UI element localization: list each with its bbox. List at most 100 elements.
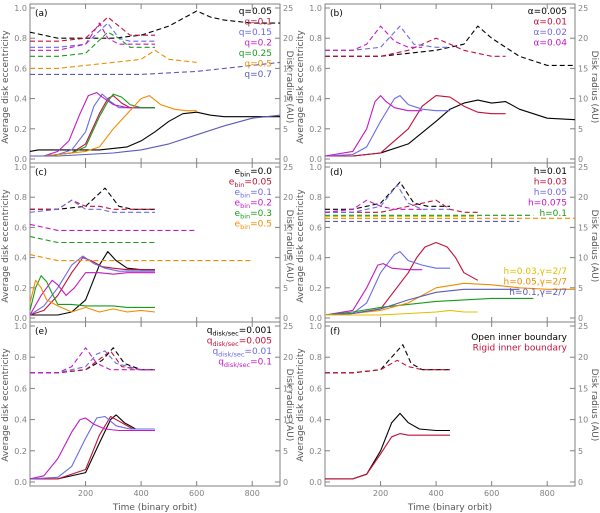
legend-entry: Rigid inner boundary [473,344,568,354]
y-tick-label: 0.4 [14,254,27,263]
series-line [30,22,155,51]
series-line [324,251,450,316]
x-tick-label: 200 [78,489,93,498]
plot-frame [324,321,576,487]
x-tick-label: 200 [373,489,388,498]
y-tick-label: 0.0 [14,314,27,323]
series-line [29,235,155,244]
y-tick-label: 1.0 [14,4,27,13]
y2-tick-label: 5 [283,284,288,293]
y2-tick-label: 15 [283,384,293,393]
y-tick-label: 0.8 [309,34,322,43]
y-tick-label: 0.6 [14,223,27,232]
y2-tick-label: 10 [283,254,293,263]
y2-tick-label: 10 [283,95,293,104]
y2-tick-label: 20 [283,193,293,202]
panel-4: 0.0 0.2 0.4 0.6 0.8 1.0 0 5 10 15 20 25 200 400 600 800… [14,321,293,498]
y-tick-label: 0.8 [309,193,322,202]
legend-entry: q=0.15 [239,28,272,38]
y2-tick-label: 20 [578,193,588,202]
series-line [29,255,155,316]
x-axis-label: Time (binary orbit) [112,503,197,513]
panel-label: (e) [35,327,48,337]
y2-tick-label: 5 [578,447,583,456]
legend-entry: ebin=0.0 [235,167,273,179]
legend-entry: q=0.05 [239,7,272,17]
legend-entry: qdisk/sec=0.01 [212,347,272,359]
y2-tick-label: 5 [578,284,583,293]
y-tick-label: 1.0 [14,322,27,331]
y-tick-label: 0.2 [14,447,27,456]
series-line [29,257,155,316]
y2-tick-label: 15 [578,223,588,232]
panel-label: (c) [35,168,47,178]
series-line [324,95,450,157]
series-line [325,99,576,157]
y-tick-label: 0.8 [14,193,27,202]
y-tick-label: 0.8 [309,353,322,362]
legend-entry: qdisk/sec=0.005 [207,337,272,349]
legend-entry: ebin=0.5 [235,220,272,232]
y2-tick-label: 5 [283,447,288,456]
series-line [29,415,155,480]
x-axis-label: Time (binary orbit) [407,503,492,513]
series-line [29,254,253,262]
legend-entry: α=0.01 [533,18,567,28]
y-tick-label: 0.2 [309,447,322,456]
y-tick-label: 0.0 [14,155,27,164]
series-line [29,272,155,316]
series-line [30,49,197,69]
y-tick-label: 0.0 [309,314,322,323]
y-tick-label: 0.6 [14,64,27,73]
y-tick-label: 0.6 [309,384,322,393]
right-ylabel: Disk radius (AU) [589,369,599,442]
y-tick-label: 0.6 [309,64,322,73]
series-line [30,114,281,157]
y-tick-label: 1.0 [14,163,27,172]
legend-entry: q=0.2 [244,39,272,49]
legend-entry: ebin=0.1 [235,188,272,200]
y2-tick-label: 0 [283,155,288,164]
y-tick-label: 0.8 [14,34,27,43]
y2-tick-label: 0 [578,478,583,487]
series-line [30,22,155,48]
y2-tick-label: 0 [578,155,583,164]
series-line [30,95,197,157]
panel-label: (f) [330,327,340,337]
left-ylabel: Average disk eccentricity [296,189,306,303]
legend-entry: h=0.1 [539,209,567,219]
series-line [29,223,197,231]
legend-entry: α=0.04 [533,39,567,49]
series-line [30,350,155,374]
legend-entry: h=0.03 [534,178,567,188]
series-line [29,199,155,213]
panel-5: 0.0 0.2 0.4 0.6 0.8 1.0 0 5 10 15 20 25 200 400 600 800… [309,321,588,498]
right-ylabel: Disk radius (AU) [284,369,294,442]
y-tick-label: 0.2 [309,125,322,134]
series-line [324,282,575,316]
y2-tick-label: 20 [283,34,293,43]
series-line [324,263,423,316]
legend-entry: ebin=0.2 [235,199,272,211]
right-ylabel: Disk radius (AU) [284,51,294,124]
legend-entry: h=0.05 [534,188,567,198]
legend-entry: q=0.5 [244,60,272,70]
legend-entry: α=0.02 [533,28,567,38]
series-line [325,181,450,210]
y-tick-label: 0.2 [14,125,27,134]
series-line [30,347,155,374]
y2-tick-label: 25 [283,4,293,13]
legend-entry: ebin=0.05 [229,178,272,190]
series-line [325,25,575,66]
x-tick-label: 800 [245,489,260,498]
y-tick-label: 1.0 [309,4,322,13]
y2-tick-label: 20 [578,34,588,43]
series-line [324,288,520,316]
y2-tick-label: 15 [578,384,588,393]
panel-label: (d) [330,168,343,178]
y2-tick-label: 0 [283,314,288,323]
legend-entry: qdisk/sec=0.001 [207,326,272,338]
